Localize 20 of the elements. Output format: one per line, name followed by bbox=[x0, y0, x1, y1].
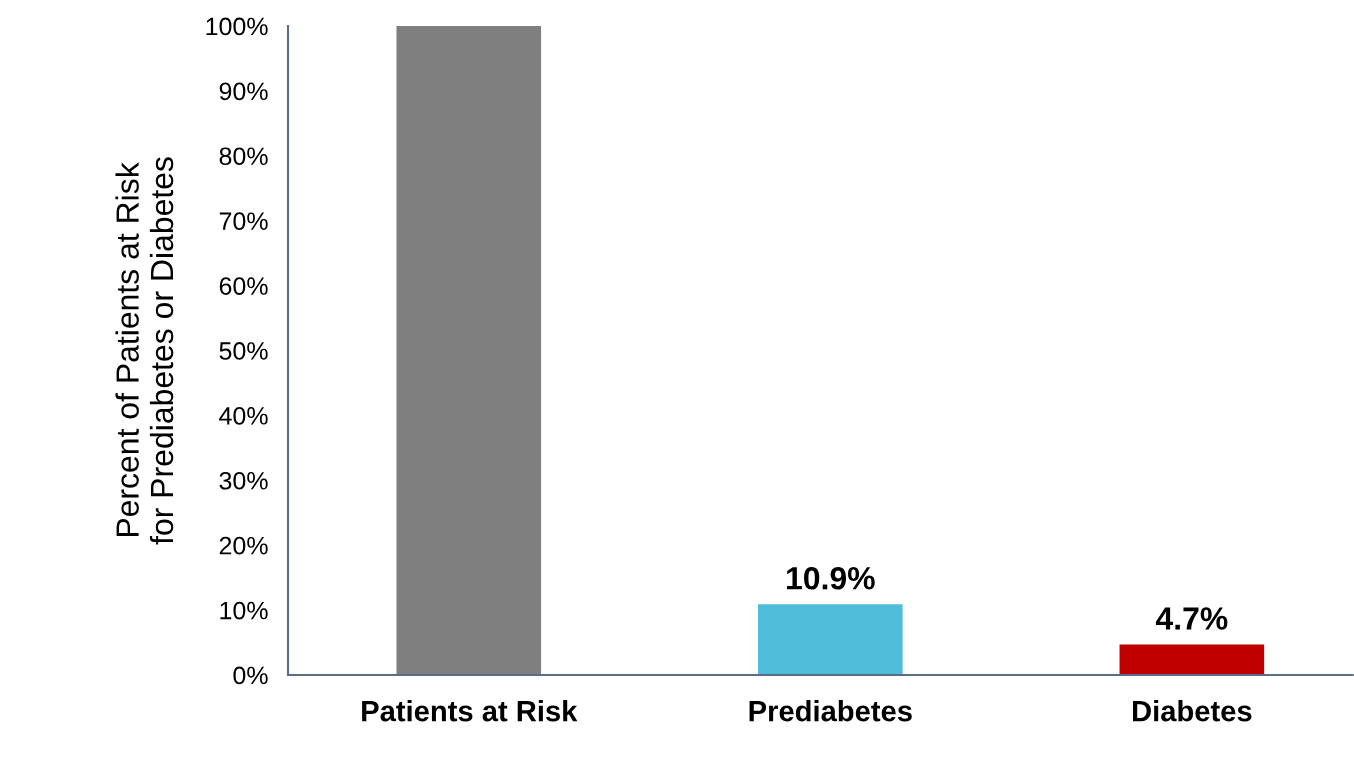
data-label: 4.7% bbox=[1155, 607, 1228, 630]
y-axis-title: Percent of Patients at Risk for Prediabetes or Diabetes bbox=[115, 157, 174, 545]
y-tick-label: 50% bbox=[219, 342, 268, 360]
y-tick-label: 10% bbox=[220, 601, 268, 620]
y-tick-label: 70% bbox=[219, 212, 268, 230]
bar bbox=[396, 26, 542, 675]
y-tick-label: 80% bbox=[219, 147, 268, 166]
y-tick-label: 60% bbox=[219, 277, 268, 295]
x-tick-label: Prediabetes bbox=[749, 700, 912, 722]
y-tick-label: 40% bbox=[219, 407, 268, 425]
bar bbox=[758, 604, 903, 675]
y-tick-label: 20% bbox=[219, 536, 268, 555]
y-tick-label: 100% bbox=[206, 17, 268, 36]
y-tick-label: 0% bbox=[233, 666, 268, 685]
x-tick-label: Patients at Risk bbox=[362, 700, 578, 722]
bar bbox=[1119, 644, 1265, 675]
y-tick-label: 30% bbox=[219, 471, 268, 490]
data-label: 10.9% bbox=[787, 566, 875, 590]
y-tick-label: 90% bbox=[219, 82, 268, 101]
x-tick-label: Diabetes bbox=[1133, 700, 1252, 722]
